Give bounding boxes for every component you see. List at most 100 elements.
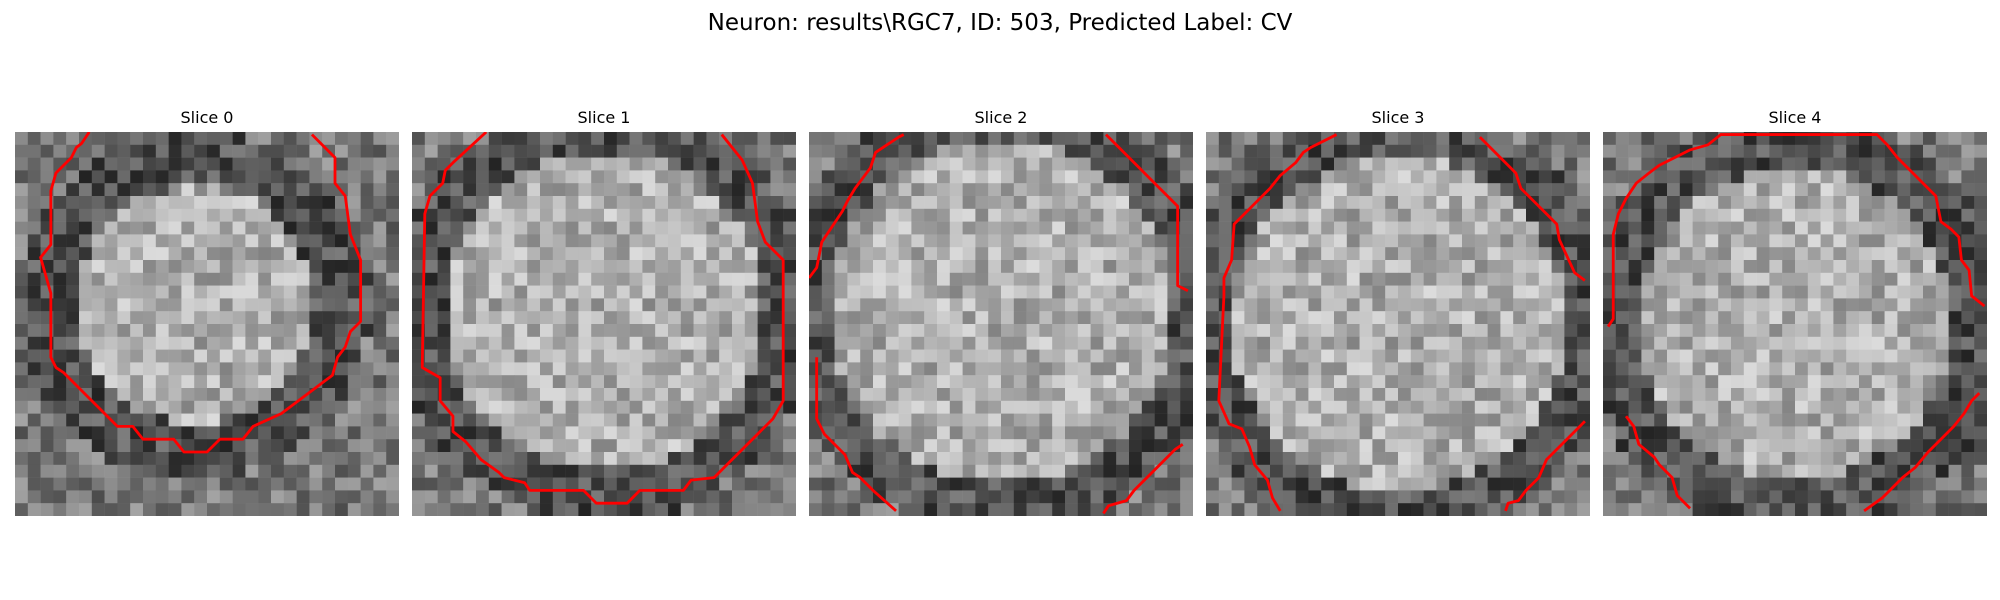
image-pixel [1974,183,1987,197]
image-pixel [181,311,195,325]
image-pixel [898,183,912,197]
image-pixel [27,426,41,440]
image-pixel [27,464,41,478]
image-pixel [1654,336,1668,350]
image-pixel [283,388,297,402]
image-pixel [911,157,925,171]
image-pixel [143,503,157,516]
image-pixel [283,285,297,299]
image-pixel [924,298,938,312]
image-pixel [104,183,118,197]
image-pixel [1423,132,1437,146]
image-pixel [1846,196,1860,210]
image-pixel [335,234,349,248]
slice-image [1603,132,1987,516]
image-pixel [1743,490,1757,504]
image-pixel [1679,477,1693,491]
image-pixel [309,336,323,350]
image-pixel [757,439,771,453]
image-pixel [1641,336,1655,350]
image-pixel [1270,375,1284,389]
image-pixel [1795,196,1809,210]
image-pixel [1923,144,1937,158]
image-pixel [680,503,694,516]
image-pixel [1910,439,1924,453]
image-pixel [1628,362,1642,376]
image-pixel [501,285,515,299]
image-pixel [693,503,707,516]
image-pixel [1487,132,1501,146]
image-pixel [988,324,1002,338]
image-pixel [1795,183,1809,197]
image-pixel [412,132,426,146]
image-pixel [1436,464,1450,478]
image-pixel [821,362,835,376]
image-pixel [732,234,746,248]
image-pixel [130,439,144,453]
image-pixel [1910,362,1924,376]
image-pixel [693,144,707,158]
image-pixel [1910,349,1924,363]
image-pixel [1295,132,1309,146]
image-pixel [1052,362,1066,376]
image-pixel [1065,170,1079,184]
image-pixel [1346,247,1360,261]
image-pixel [1692,490,1706,504]
image-pixel [1321,298,1335,312]
image-pixel [1039,400,1053,414]
image-pixel [1641,260,1655,274]
image-pixel [629,490,643,504]
image-pixel [604,477,618,491]
image-pixel [514,247,528,261]
image-pixel [578,477,592,491]
image-pixel [693,170,707,184]
image-pixel [975,375,989,389]
image-pixel [732,464,746,478]
image-pixel [578,234,592,248]
image-pixel [1090,170,1104,184]
image-pixel [898,260,912,274]
image-pixel [552,298,566,312]
image-pixel [194,157,208,171]
slice-image [809,132,1193,516]
image-pixel [757,285,771,299]
image-pixel [437,503,451,516]
image-pixel [79,413,93,427]
image-pixel [962,464,976,478]
image-pixel [1001,477,1015,491]
image-pixel [668,477,682,491]
image-pixel [847,388,861,402]
image-pixel [1039,272,1053,286]
image-pixel [1359,336,1373,350]
image-pixel [1551,362,1565,376]
image-pixel [1897,362,1911,376]
image-pixel [937,324,951,338]
image-pixel [962,439,976,453]
image-pixel [360,388,374,402]
image-pixel [1244,183,1258,197]
image-pixel [616,196,630,210]
image-pixel [1167,285,1181,299]
image-pixel [821,132,835,146]
image-pixel [591,439,605,453]
image-pixel [578,400,592,414]
image-pixel [937,234,951,248]
image-pixel [873,221,887,235]
image-pixel [1654,349,1668,363]
image-pixel [1270,234,1284,248]
image-pixel [66,272,80,286]
image-pixel [1500,272,1514,286]
image-pixel [155,336,169,350]
image-pixel [604,464,618,478]
image-pixel [219,336,233,350]
image-pixel [911,260,925,274]
image-pixel [66,247,80,261]
image-pixel [53,426,67,440]
image-pixel [1474,426,1488,440]
image-pixel [1244,170,1258,184]
image-pixel [719,208,733,222]
image-pixel [53,452,67,466]
image-pixel [360,170,374,184]
image-pixel [1961,208,1975,222]
image-pixel [578,247,592,261]
